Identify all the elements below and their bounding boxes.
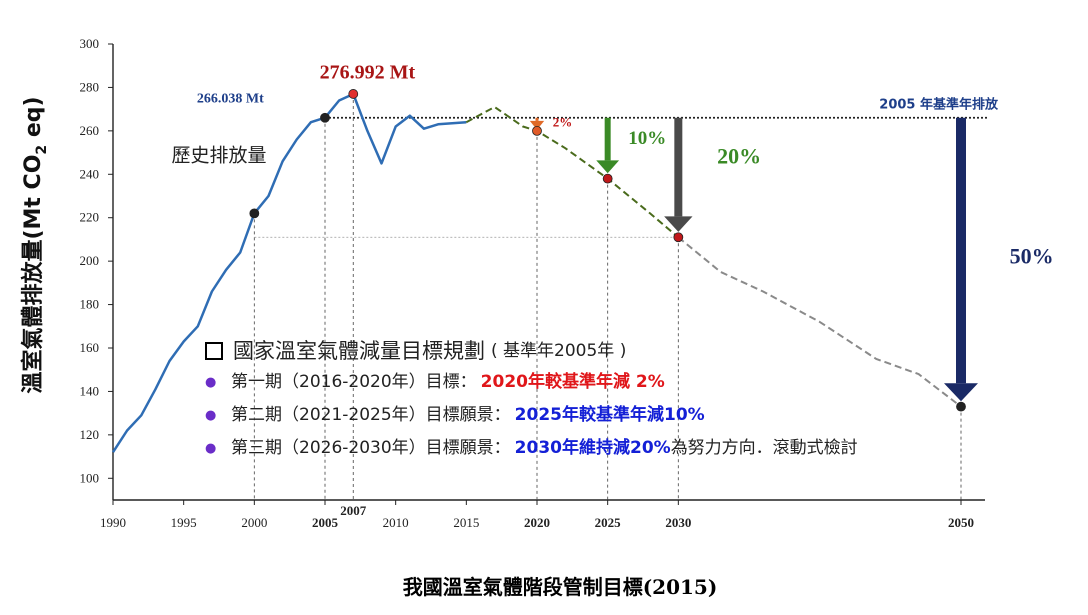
y-tick-label: 260 xyxy=(80,123,100,138)
data-point xyxy=(249,208,260,219)
info-line-text: 第三期（2026-2030年）目標願景： xyxy=(231,438,511,458)
info-title-note: ( 基準年2005年 ) xyxy=(491,341,627,361)
y-tick-label: 160 xyxy=(80,340,100,355)
y-tick-label: 300 xyxy=(80,36,100,51)
info-line-phase3: ● 第三期（2026-2030年）目標願景： 2030年維持減20% 為努力方向… xyxy=(205,432,1085,465)
series-line xyxy=(465,106,679,239)
label-group: 2005 年基準年排放 276.992 Mt 266.038 Mt 歷史排放量 2% 10… xyxy=(171,62,1053,269)
info-title: 國家溫室氣體減量目標規劃 ( 基準年2005年 ) xyxy=(205,336,1085,366)
reduction-arrow-head xyxy=(529,120,545,130)
y-tick-label: 200 xyxy=(80,253,100,268)
marker-group xyxy=(249,89,966,412)
y-tick-label: 240 xyxy=(80,166,100,181)
reduction-arrow-head xyxy=(596,160,620,174)
data-point xyxy=(320,112,330,123)
annotation-label: 20% xyxy=(717,143,761,168)
x-tick-label: 2050 xyxy=(948,515,974,530)
bullet-icon: ● xyxy=(205,375,217,390)
x-tick-label: 1995 xyxy=(171,515,197,530)
checkbox-square-icon xyxy=(205,342,223,360)
series-line xyxy=(677,236,962,408)
axes: 100 120 140 160 180 200 220 240 260 280 300 1990 199… xyxy=(80,36,985,530)
info-line-tail: 為努力方向．滾動式檢討 xyxy=(670,438,858,458)
y-tick-label: 180 xyxy=(80,297,100,312)
info-title-text: 國家溫室氣體減量目標規劃 xyxy=(233,339,485,363)
data-point xyxy=(532,125,542,136)
x-tick-label: 2025 xyxy=(595,515,622,530)
x-tick-label: 1990 xyxy=(100,515,126,530)
x-tick-label: 2005 xyxy=(312,515,339,530)
info-line-highlight: 2025年較基準年減10% xyxy=(514,405,705,425)
info-line-phase2: ● 第二期（2021-2025年）目標願景： 2025年較基準年減10% xyxy=(205,399,1085,432)
bullet-icon: ● xyxy=(205,441,217,456)
annotation-label: 2% xyxy=(553,115,573,130)
chart-title: 我國溫室氣體階段管制目標(2015) xyxy=(403,575,718,599)
x-tick-label: 2015 xyxy=(453,515,479,530)
annotation-label: 50% xyxy=(1010,243,1054,268)
y-tick-label: 100 xyxy=(80,470,100,485)
info-line-highlight: 2020年較基準年減 2% xyxy=(480,372,665,392)
y-tick-label: 280 xyxy=(80,79,100,94)
baseline-label: 2005 年基準年排放 xyxy=(879,97,999,113)
series-group xyxy=(111,92,962,453)
y-tick-label: 220 xyxy=(80,210,100,225)
info-line-text: 第一期（2016-2020年）目標： xyxy=(231,372,477,392)
info-line-phase1: ● 第一期（2016-2020年）目標： 2020年較基準年減 2% xyxy=(205,366,1085,399)
reduction-arrow-head xyxy=(944,383,978,402)
x-tick-label: 2000 xyxy=(241,515,267,530)
annotation-label: 276.992 Mt xyxy=(320,62,416,84)
annotation-label: 歷史排放量 xyxy=(171,144,266,166)
x-tick-label: 2010 xyxy=(383,515,409,530)
data-point xyxy=(673,232,684,243)
reduction-target-box: 國家溫室氣體減量目標規劃 ( 基準年2005年 ) ● 第一期（2016-202… xyxy=(205,336,1085,465)
info-line-text: 第二期（2021-2025年）目標願景： xyxy=(231,405,511,425)
series-line xyxy=(111,92,467,453)
guide-lines xyxy=(253,93,989,500)
info-line-highlight: 2030年維持減20% xyxy=(514,438,671,458)
data-point xyxy=(602,173,613,184)
annotation-label: 266.038 Mt xyxy=(197,92,264,107)
x-tick-label: 2020 xyxy=(524,515,550,530)
y-tick-label: 140 xyxy=(80,383,100,398)
reduction-arrow-head xyxy=(664,216,693,232)
x-tick-label: 2030 xyxy=(665,515,691,530)
annotation-label: 10% xyxy=(628,128,666,149)
data-point xyxy=(956,401,966,412)
y-axis-title: 溫室氣體排放量(Mt CO2 eq) xyxy=(20,96,50,393)
reduction-arrows xyxy=(529,117,978,402)
bullet-icon: ● xyxy=(205,408,217,423)
y-tick-label: 120 xyxy=(80,427,100,442)
data-point xyxy=(348,89,359,99)
x-tick-label-2007: 2007 xyxy=(340,503,367,518)
